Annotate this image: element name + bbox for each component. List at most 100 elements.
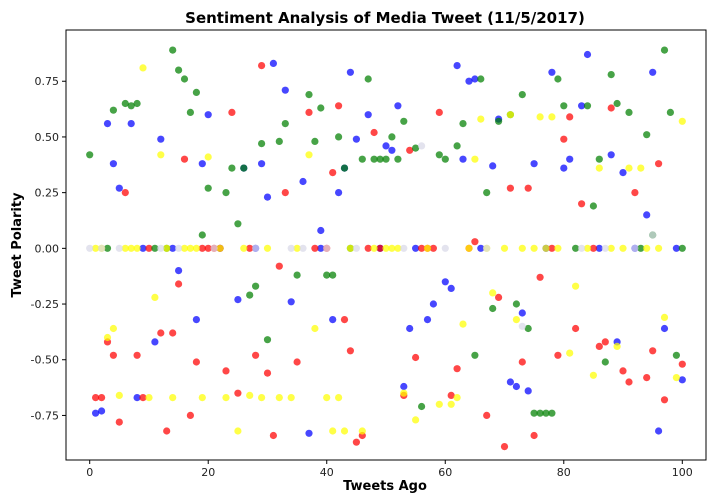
- data-point: [234, 296, 242, 304]
- data-point: [222, 394, 230, 402]
- data-point: [175, 280, 183, 288]
- data-point: [572, 244, 580, 252]
- data-point: [643, 374, 651, 382]
- data-point: [483, 189, 491, 197]
- data-point: [678, 244, 686, 252]
- data-point: [98, 407, 106, 415]
- data-point: [228, 108, 236, 116]
- data-point: [340, 164, 349, 172]
- data-point: [441, 244, 449, 252]
- data-point: [234, 427, 242, 435]
- data-point: [418, 244, 426, 252]
- data-point: [560, 135, 568, 143]
- x-tick-label: 80: [557, 466, 571, 479]
- data-point: [335, 189, 343, 197]
- data-point: [441, 155, 449, 163]
- data-point: [601, 244, 609, 252]
- data-point: [364, 244, 372, 252]
- data-point: [447, 391, 455, 399]
- data-point: [530, 409, 538, 417]
- data-point: [601, 338, 609, 346]
- data-point: [323, 271, 331, 279]
- data-point: [388, 133, 396, 141]
- data-point: [287, 244, 295, 252]
- data-point: [311, 137, 319, 145]
- data-point: [109, 324, 117, 333]
- data-point: [92, 244, 100, 252]
- data-point: [406, 324, 414, 333]
- data-point: [258, 140, 266, 148]
- data-point: [180, 244, 189, 252]
- data-point: [412, 244, 420, 252]
- data-point: [364, 111, 372, 119]
- data-point: [92, 394, 100, 402]
- data-point: [589, 202, 598, 210]
- data-point: [666, 108, 675, 116]
- data-point: [317, 226, 325, 235]
- data-point: [317, 244, 325, 252]
- data-point: [252, 244, 260, 252]
- data-point: [98, 244, 106, 252]
- data-point: [305, 91, 313, 99]
- y-tick-label: 0.75: [35, 75, 60, 88]
- data-point: [578, 102, 586, 110]
- data-point: [192, 358, 200, 366]
- x-tick-label: 20: [201, 466, 215, 479]
- data-point: [394, 155, 402, 163]
- data-point: [578, 244, 586, 252]
- data-point: [287, 298, 295, 306]
- data-point: [169, 394, 177, 402]
- data-point: [512, 316, 521, 324]
- data-point: [649, 231, 657, 239]
- data-point: [625, 108, 633, 116]
- data-point: [169, 46, 177, 54]
- data-point: [305, 429, 313, 437]
- data-point: [583, 50, 592, 59]
- data-point: [275, 394, 283, 402]
- data-point: [139, 244, 147, 252]
- data-point: [643, 211, 651, 219]
- data-point: [672, 244, 681, 252]
- data-point: [358, 427, 366, 435]
- data-point: [382, 155, 390, 163]
- data-point: [263, 369, 272, 377]
- data-point: [305, 151, 313, 159]
- data-point: [518, 309, 526, 317]
- data-point: [489, 162, 497, 170]
- data-point: [352, 438, 360, 446]
- data-point: [293, 271, 301, 279]
- y-tick-label: -0.50: [31, 354, 59, 367]
- data-point: [412, 353, 420, 362]
- data-point: [210, 244, 218, 252]
- data-point: [163, 427, 171, 435]
- data-point: [643, 131, 651, 139]
- data-point: [163, 244, 171, 252]
- data-point: [222, 189, 230, 197]
- data-point: [465, 77, 473, 85]
- data-point: [465, 244, 473, 252]
- data-point: [198, 394, 206, 402]
- data-point: [86, 151, 94, 159]
- data-point: [655, 427, 663, 435]
- data-point: [299, 177, 307, 186]
- data-point: [258, 62, 266, 70]
- data-point: [86, 244, 94, 252]
- data-point: [127, 120, 135, 128]
- data-point: [495, 117, 503, 125]
- data-point: [453, 394, 461, 402]
- data-point: [263, 193, 272, 201]
- data-point: [92, 409, 100, 417]
- data-point: [103, 244, 112, 252]
- data-point: [234, 389, 242, 397]
- data-point: [180, 75, 189, 83]
- data-point: [423, 244, 432, 252]
- y-tick-label: -0.25: [31, 298, 59, 311]
- data-point: [246, 244, 254, 252]
- data-point: [643, 244, 651, 252]
- data-point: [400, 244, 408, 252]
- data-point: [655, 244, 663, 252]
- data-point: [121, 189, 129, 197]
- data-point: [222, 367, 230, 375]
- data-point: [115, 184, 123, 192]
- data-point: [412, 416, 420, 424]
